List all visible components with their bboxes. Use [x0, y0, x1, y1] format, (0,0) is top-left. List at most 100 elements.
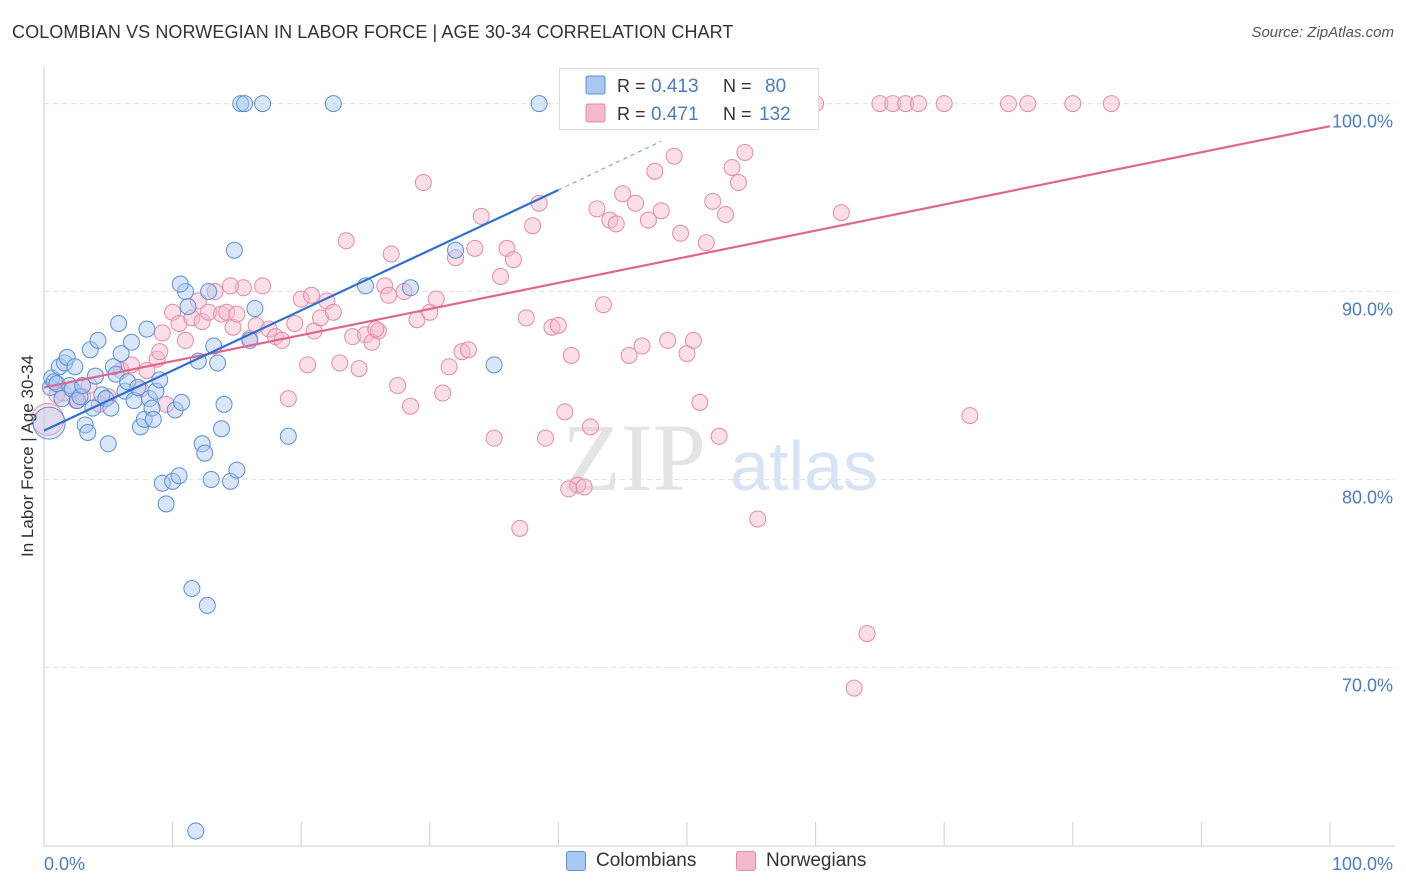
colombians-point: [193, 435, 211, 453]
norwegians-point: [380, 286, 398, 304]
legend-label-norwegians: Norwegians: [766, 850, 867, 871]
norwegians-point: [582, 418, 600, 436]
norwegians-point: [311, 309, 329, 327]
norwegians-point: [646, 162, 664, 180]
colombians-point: [119, 373, 137, 391]
norwegians-point: [176, 331, 194, 349]
norwegians-point: [665, 147, 683, 165]
norwegians-point: [832, 204, 850, 222]
norwegians-points: [31, 95, 1120, 697]
colombians-point: [110, 314, 128, 332]
colombians-point: [153, 474, 171, 492]
colombians-point: [66, 358, 84, 376]
norwegians-point: [1019, 95, 1037, 113]
colombians-point: [32, 406, 66, 440]
norwegians-point: [228, 305, 246, 323]
norwegians-point: [221, 277, 239, 295]
colombians-point: [196, 444, 214, 462]
norwegians-point: [31, 402, 65, 436]
norwegians-point: [659, 331, 677, 349]
norwegians-point: [279, 390, 297, 408]
legend-bottom: Colombians Norwegians: [0, 850, 1406, 878]
norwegians-point: [517, 309, 535, 327]
norwegians-point: [537, 429, 555, 447]
norwegians-point: [382, 245, 400, 263]
legend-n-label-pink: N =: [723, 104, 752, 124]
norwegians-point: [200, 303, 218, 321]
norwegians-point: [459, 341, 477, 359]
tick-labels: 100.0% 90.0% 80.0% 70.0% 0.0% 100.0%: [44, 112, 1393, 874]
norwegians-point: [1000, 95, 1017, 113]
legend-top: R = 0.413 N = 80 R = 0.471 N = 132: [559, 68, 819, 130]
norwegians-point: [337, 232, 355, 250]
norwegians-point: [652, 202, 670, 220]
colombians-point: [198, 596, 216, 614]
norwegians-point: [485, 429, 503, 447]
x-tick-label: 100.0%: [1332, 854, 1393, 874]
colombians-point: [138, 320, 156, 338]
norwegians-point: [350, 360, 368, 378]
norwegians-point: [909, 95, 927, 113]
colombians-point: [254, 95, 272, 113]
norwegians-point: [639, 211, 657, 229]
y-tick-label: 70.0%: [1342, 675, 1393, 695]
norwegians-point: [324, 303, 342, 321]
norwegians-point: [1064, 95, 1082, 113]
colombians-point: [447, 241, 465, 259]
legend-n-value-blue: 80: [765, 76, 786, 97]
norwegians-point: [376, 277, 394, 295]
colombians-point: [236, 95, 254, 113]
norwegians-point: [170, 314, 188, 332]
colombians-point: [179, 298, 197, 316]
colombians-trend-line: [43, 189, 559, 432]
norwegians-point: [511, 519, 529, 537]
norwegians-point: [299, 356, 317, 374]
norwegians-point: [543, 318, 561, 336]
colombians-point: [74, 377, 92, 395]
norwegians-point: [607, 215, 625, 233]
norwegians-point: [254, 277, 272, 295]
legend-item-norwegians[interactable]: Norwegians: [736, 850, 866, 872]
y-tick-label: 100.0%: [1332, 112, 1393, 132]
norwegians-point: [414, 174, 432, 192]
norwegians-point: [633, 337, 651, 355]
legend-swatch-blue: [585, 75, 606, 95]
norwegians-point: [453, 343, 471, 361]
legend-n-value-pink: 132: [759, 104, 791, 125]
norwegians-point: [684, 331, 702, 349]
colombians-point: [530, 95, 548, 113]
norwegians-point: [935, 95, 953, 113]
colombians-point: [99, 435, 117, 453]
norwegians-point: [697, 234, 715, 252]
colombians-point: [202, 470, 220, 488]
colombians-point: [485, 356, 503, 374]
norwegians-point: [961, 407, 979, 425]
colombians-point: [279, 427, 297, 445]
legend-swatch-colombians: [566, 851, 586, 871]
colombians-point: [200, 283, 218, 301]
norwegians-point: [560, 480, 578, 498]
chart-title: COLOMBIAN VS NORWEGIAN IN LABOR FORCE | …: [12, 22, 734, 42]
norwegians-point: [717, 205, 735, 223]
norwegians-point: [704, 192, 722, 210]
norwegians-point: [218, 303, 236, 321]
norwegians-point: [206, 283, 224, 301]
colombians-point: [112, 345, 130, 363]
legend-r-value-pink: 0.471: [651, 104, 699, 125]
y-tick-label: 80.0%: [1342, 487, 1393, 507]
colombians-point: [246, 299, 264, 317]
legend-label-colombians: Colombians: [596, 850, 697, 871]
colombians-point: [228, 461, 246, 479]
norwegians-point: [504, 251, 522, 269]
colombians-point: [147, 382, 165, 400]
colombians-point: [171, 275, 189, 293]
legend-swatch-pink: [585, 103, 606, 123]
legend-n-label-blue: N =: [723, 76, 752, 96]
norwegians-point: [286, 314, 304, 332]
norwegians-point: [193, 313, 211, 331]
legend-item-colombians[interactable]: Colombians: [566, 850, 696, 872]
norwegians-point: [427, 290, 445, 308]
norwegians-point: [234, 279, 252, 297]
legend-r-value-blue: 0.413: [651, 76, 699, 97]
norwegians-point: [845, 679, 863, 697]
